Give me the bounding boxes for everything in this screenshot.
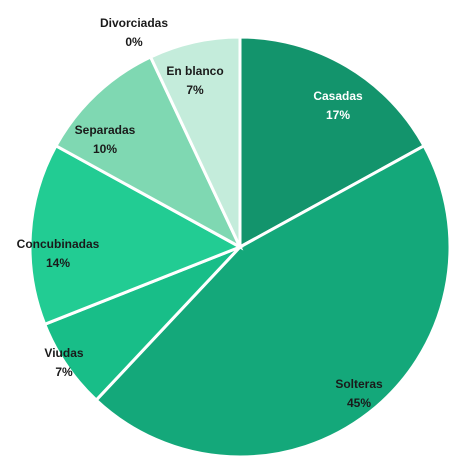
pie-slice-concubinadas [28, 143, 244, 327]
slice-label-divorciadas: Divorciadas [100, 16, 168, 30]
pie-slice-en-blanco [148, 35, 242, 248]
slice-label-concubinadas: Concubinadas [17, 237, 100, 251]
slice-percent-concubinadas: 14% [46, 256, 70, 270]
slice-percent-casadas: 17% [326, 108, 350, 122]
slice-percent-separadas: 10% [93, 142, 117, 156]
pie-slice-solteras [94, 143, 452, 457]
slice-label-separadas: Separadas [75, 123, 136, 137]
slice-label-casadas: Casadas [313, 89, 363, 103]
slice-label-viudas: Viudas [44, 346, 83, 360]
pie-slice-separadas [53, 54, 244, 251]
slice-percent-viudas: 7% [55, 365, 73, 379]
slice-percent-en-blanco: 7% [186, 83, 204, 97]
pie-slice-casadas [238, 35, 427, 250]
slice-percent-solteras: 45% [347, 396, 371, 410]
slice-label-solteras: Solteras [335, 377, 383, 391]
slice-label-en-blanco: En blanco [166, 64, 223, 78]
pie-slices [28, 35, 452, 457]
pie-labels: Casadas 17% Solteras 45% Viudas 7% Concubinada… [17, 16, 383, 410]
slice-percent-divorciadas: 0% [125, 35, 143, 49]
